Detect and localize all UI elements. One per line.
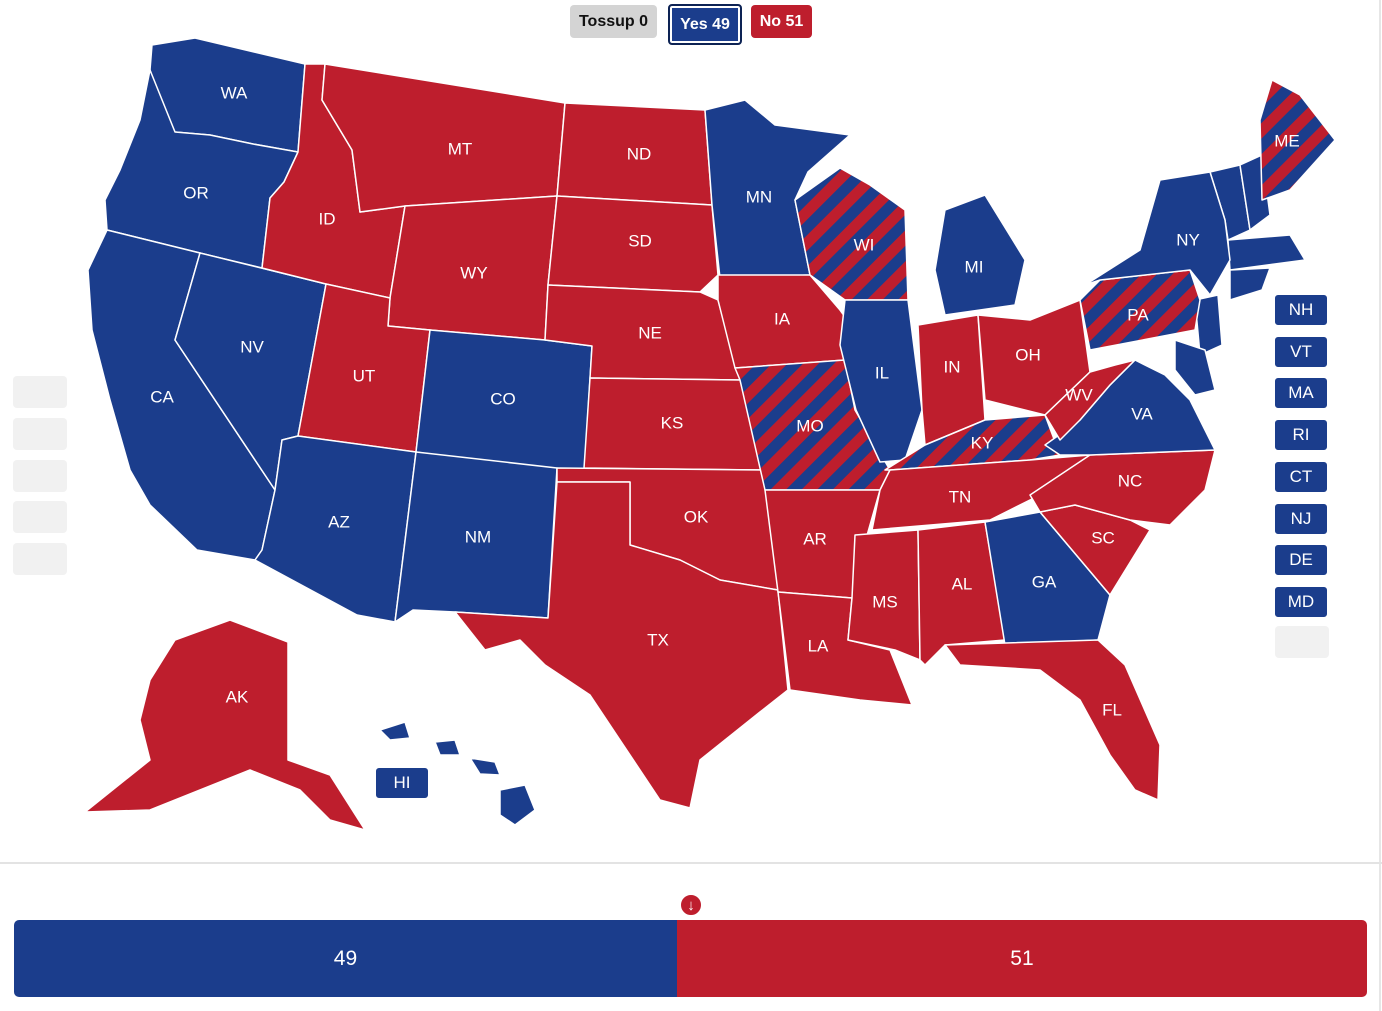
- state-box-nh[interactable]: NH: [1274, 294, 1328, 326]
- majority-marker-icon: ↓: [679, 893, 703, 917]
- state-box-ct[interactable]: CT: [1274, 460, 1328, 493]
- state-box-ri[interactable]: RI: [1274, 419, 1328, 452]
- state-label-fl: FL: [1102, 700, 1122, 719]
- state-shape-minor[interactable]: [1227, 234, 1306, 271]
- no-total-segment: 51: [676, 920, 1367, 997]
- tossup-filter-button[interactable]: Tossup 0: [570, 5, 657, 38]
- state-shape-ga[interactable]: [984, 511, 1111, 646]
- no-filter-button[interactable]: No 51: [751, 5, 812, 38]
- state-label-sc: SC: [1091, 528, 1115, 547]
- state-shape-il[interactable]: [839, 299, 923, 463]
- state-label-ga: GA: [1032, 572, 1057, 591]
- state-label-or: OR: [183, 183, 209, 202]
- yes-total-segment: 49: [14, 920, 677, 997]
- state-box-vt[interactable]: VT: [1274, 335, 1328, 368]
- state-label-wy: WY: [460, 263, 487, 282]
- state-shape-wi[interactable]: [794, 167, 909, 301]
- state-label-nc: NC: [1118, 471, 1143, 490]
- state-label-nd: ND: [627, 144, 652, 163]
- state-label-nv: NV: [240, 337, 264, 356]
- state-shape-minor[interactable]: [379, 721, 411, 741]
- state-label-ut: UT: [353, 366, 376, 385]
- state-label-ia: IA: [774, 309, 791, 328]
- empty-slot: [13, 501, 67, 533]
- state-label-ne: NE: [638, 323, 662, 342]
- state-shape-tx[interactable]: [454, 481, 789, 809]
- state-label-me: ME: [1274, 131, 1300, 150]
- state-label-ky: KY: [971, 433, 994, 452]
- state-label-la: LA: [808, 636, 829, 655]
- state-label-ok: OK: [684, 507, 709, 526]
- state-shape-mi[interactable]: [934, 194, 1026, 316]
- state-label-wi: WI: [854, 235, 875, 254]
- state-label-pa: PA: [1127, 305, 1149, 324]
- divider: [0, 862, 1382, 864]
- state-label-va: VA: [1131, 404, 1153, 423]
- state-label-ak: AK: [226, 687, 249, 706]
- state-label-wa: WA: [221, 83, 248, 102]
- state-box-ma[interactable]: MA: [1274, 377, 1328, 410]
- state-label-mi: MI: [965, 257, 984, 276]
- state-shape-fl[interactable]: [944, 639, 1161, 801]
- state-shape-sd[interactable]: [547, 195, 719, 293]
- state-label-mn: MN: [746, 187, 772, 206]
- state-box-de[interactable]: DE: [1274, 544, 1328, 577]
- state-shape-wv[interactable]: [1044, 359, 1136, 441]
- state-label-ar: AR: [803, 529, 827, 548]
- state-shape-mt[interactable]: [321, 63, 566, 213]
- empty-slot: [13, 418, 67, 450]
- state-box-nj[interactable]: NJ: [1274, 502, 1328, 535]
- state-label-tx: TX: [647, 630, 669, 649]
- yes-filter-button[interactable]: Yes 49: [668, 4, 742, 45]
- state-label-co: CO: [490, 389, 516, 408]
- state-shape-me[interactable]: [1259, 79, 1336, 201]
- state-shape-ak[interactable]: [84, 619, 366, 831]
- state-label-al: AL: [952, 574, 973, 593]
- state-label-wv: WV: [1065, 385, 1093, 404]
- state-shape-minor[interactable]: [1229, 267, 1271, 301]
- state-label-ks: KS: [661, 413, 684, 432]
- balance-bar: 49 51: [14, 920, 1367, 997]
- state-shape-minor[interactable]: [469, 757, 501, 776]
- state-shape-minor[interactable]: [434, 739, 461, 756]
- state-box-hi[interactable]: HI: [375, 767, 429, 799]
- state-shape-ny[interactable]: [1084, 171, 1231, 296]
- empty-slot: [13, 376, 67, 408]
- state-box-md[interactable]: MD: [1274, 585, 1328, 618]
- state-shape-mn[interactable]: [704, 99, 851, 279]
- state-label-in: IN: [944, 357, 961, 376]
- empty-slot: [13, 543, 67, 575]
- state-label-mt: MT: [448, 139, 473, 158]
- state-label-oh: OH: [1015, 345, 1041, 364]
- state-label-az: AZ: [328, 512, 350, 531]
- state-shape-minor[interactable]: [1174, 339, 1216, 396]
- state-label-tn: TN: [949, 487, 972, 506]
- state-label-ny: NY: [1176, 230, 1200, 249]
- state-label-sd: SD: [628, 231, 652, 250]
- state-shape-minor[interactable]: [1194, 294, 1223, 356]
- state-label-mo: MO: [796, 416, 823, 435]
- right-border: [1379, 0, 1381, 1011]
- state-label-id: ID: [319, 209, 336, 228]
- state-label-nm: NM: [465, 527, 491, 546]
- legend: Tossup 0 Yes 49 No 51: [0, 4, 1382, 46]
- us-map: WA OR CA NV ID MT WY UT AZ CO NM ND SD NE KS OK TX MN IA MO…: [84, 37, 1336, 831]
- empty-slot: [13, 460, 67, 492]
- empty-slot: [1275, 626, 1329, 658]
- state-shape-hi[interactable]: [499, 784, 536, 826]
- state-label-ms: MS: [872, 592, 898, 611]
- state-label-il: IL: [875, 363, 889, 382]
- state-label-ca: CA: [150, 387, 174, 406]
